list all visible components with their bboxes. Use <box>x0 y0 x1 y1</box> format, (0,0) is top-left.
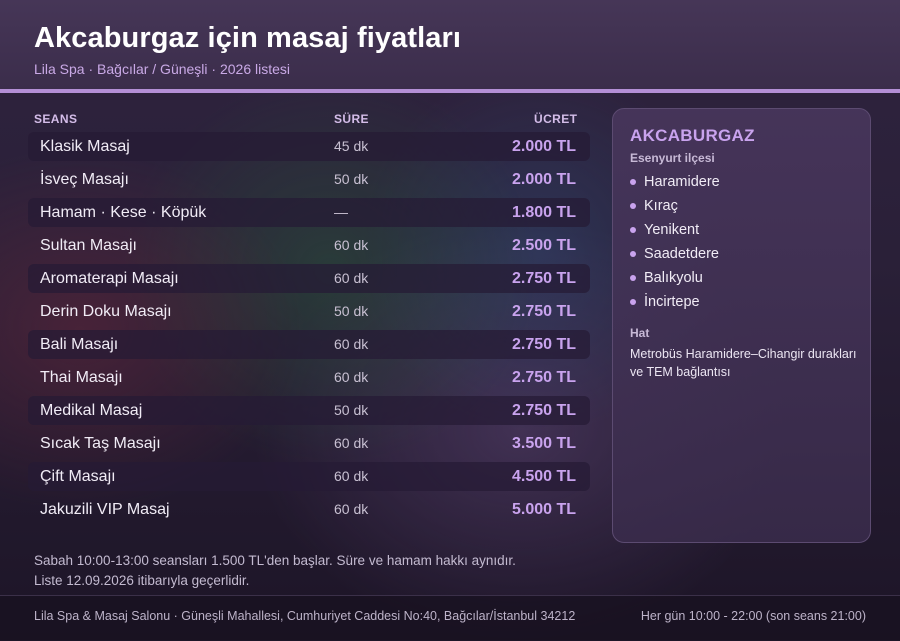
session-price: 2.750 TL <box>511 336 576 353</box>
table-row: Çift Masajı 60 dk 4.500 TL <box>28 462 590 491</box>
bullet-icon <box>630 299 636 305</box>
session-duration: 60 dk <box>334 237 369 253</box>
session-price: 2.750 TL <box>511 369 576 386</box>
bullet-icon <box>630 251 636 257</box>
neighborhood-name: Kıraç <box>644 198 678 214</box>
table-row: Thai Masajı 60 dk 2.750 TL <box>28 363 590 392</box>
session-duration: 50 dk <box>334 171 369 187</box>
session-price: 2.000 TL <box>511 171 576 188</box>
table-row: Sıcak Taş Masajı 60 dk 3.500 TL <box>28 429 590 458</box>
transit-description: Metrobüs Haramidere–Cihangir durakları v… <box>630 347 857 379</box>
table-row: Hamam · Kese · Köpük — 1.800 TL <box>28 198 590 227</box>
list-item: Balıkyolu <box>630 266 720 290</box>
session-duration: 60 dk <box>334 501 369 517</box>
neighborhood-list: Haramidere Kıraç Yenikent Saadetdere Bal… <box>630 170 720 314</box>
session-duration: — <box>334 204 348 220</box>
panel-subtitle: Esenyurt ilçesi <box>630 151 715 165</box>
footer-address: Lila Spa & Masaj Salonu · Güneşli Mahall… <box>34 609 576 623</box>
panel-title: AKCABURGAZ <box>630 126 755 145</box>
table-row: Klasik Masaj 45 dk 2.000 TL <box>28 132 590 161</box>
session-price: 3.500 TL <box>511 435 576 452</box>
session-price: 2.500 TL <box>511 237 576 254</box>
list-item: Haramidere <box>630 170 720 194</box>
note-morning-sessions: Sabah 10:00-13:00 seansları 1.500 TL'den… <box>34 553 516 568</box>
session-name: Medikal Masaj <box>40 402 143 419</box>
column-header-duration: SÜRE <box>334 112 369 126</box>
transit-heading: Hat <box>630 326 650 340</box>
session-duration: 60 dk <box>334 336 369 352</box>
session-name: İsveç Masajı <box>40 171 129 188</box>
list-item: İncirtepe <box>630 290 720 314</box>
table-row: Sultan Masajı 60 dk 2.500 TL <box>28 231 590 260</box>
session-price: 4.500 TL <box>511 468 576 485</box>
session-name: Sultan Masajı <box>40 237 137 254</box>
session-duration: 45 dk <box>334 138 369 154</box>
table-row: Jakuzili VIP Masaj 60 dk 5.000 TL <box>28 495 590 524</box>
session-price: 2.000 TL <box>511 138 576 155</box>
note-validity-date: Liste 12.09.2026 itibarıyla geçerlidir. <box>34 573 250 588</box>
bullet-icon <box>630 203 636 209</box>
table-row: Aromaterapi Masajı 60 dk 2.750 TL <box>28 264 590 293</box>
session-duration: 50 dk <box>334 303 369 319</box>
session-duration: 60 dk <box>334 369 369 385</box>
session-price: 2.750 TL <box>511 303 576 320</box>
bullet-icon <box>630 227 636 233</box>
neighborhood-name: Balıkyolu <box>644 270 703 286</box>
page-title: Akcaburgaz için masaj fiyatları <box>34 22 461 54</box>
bullet-icon <box>630 275 636 281</box>
session-price: 2.750 TL <box>511 270 576 287</box>
location-panel: AKCABURGAZ Esenyurt ilçesi Haramidere Kı… <box>612 108 871 543</box>
session-name: Hamam · Kese · Köpük <box>40 204 207 221</box>
table-row: İsveç Masajı 50 dk 2.000 TL <box>28 165 590 194</box>
session-duration: 60 dk <box>334 435 369 451</box>
bullet-icon <box>630 179 636 185</box>
session-price: 2.750 TL <box>511 402 576 419</box>
table-row: Derin Doku Masajı 50 dk 2.750 TL <box>28 297 590 326</box>
list-item: Yenikent <box>630 218 720 242</box>
list-item: Saadetdere <box>630 242 720 266</box>
pricing-notes: Sabah 10:00-13:00 seansları 1.500 TL'den… <box>34 551 516 591</box>
column-header-session: SEANS <box>34 112 78 126</box>
session-price: 1.800 TL <box>511 204 576 221</box>
session-name: Bali Masajı <box>40 336 119 353</box>
table-row: Bali Masajı 60 dk 2.750 TL <box>28 330 590 359</box>
session-duration: 60 dk <box>334 270 369 286</box>
session-name: Klasik Masaj <box>40 138 130 155</box>
page-header: Akcaburgaz için masaj fiyatları Lila Spa… <box>0 0 900 93</box>
column-header-price: ÜCRET <box>534 112 578 126</box>
session-price: 5.000 TL <box>511 501 576 518</box>
footer-hours: Her gün 10:00 - 22:00 (son seans 21:00) <box>640 609 866 623</box>
session-name: Thai Masajı <box>40 369 123 386</box>
table-row: Medikal Masaj 50 dk 2.750 TL <box>28 396 590 425</box>
list-item: Kıraç <box>630 194 720 218</box>
neighborhood-name: Saadetdere <box>644 246 719 262</box>
price-table: Klasik Masaj 45 dk 2.000 TL İsveç Masajı… <box>28 132 590 528</box>
session-name: Sıcak Taş Masajı <box>40 435 161 452</box>
session-duration: 50 dk <box>334 402 369 418</box>
session-name: Jakuzili VIP Masaj <box>40 501 170 518</box>
page-subtitle: Lila Spa · Bağcılar / Güneşli · 2026 lis… <box>34 61 291 77</box>
session-name: Aromaterapi Masajı <box>40 270 179 287</box>
page-footer: Lila Spa & Masaj Salonu · Güneşli Mahall… <box>0 595 900 641</box>
session-name: Çift Masajı <box>40 468 116 485</box>
neighborhood-name: Haramidere <box>644 174 720 190</box>
neighborhood-name: Yenikent <box>644 222 700 238</box>
session-duration: 60 dk <box>334 468 369 484</box>
neighborhood-name: İncirtepe <box>644 294 700 310</box>
session-name: Derin Doku Masajı <box>40 303 172 320</box>
